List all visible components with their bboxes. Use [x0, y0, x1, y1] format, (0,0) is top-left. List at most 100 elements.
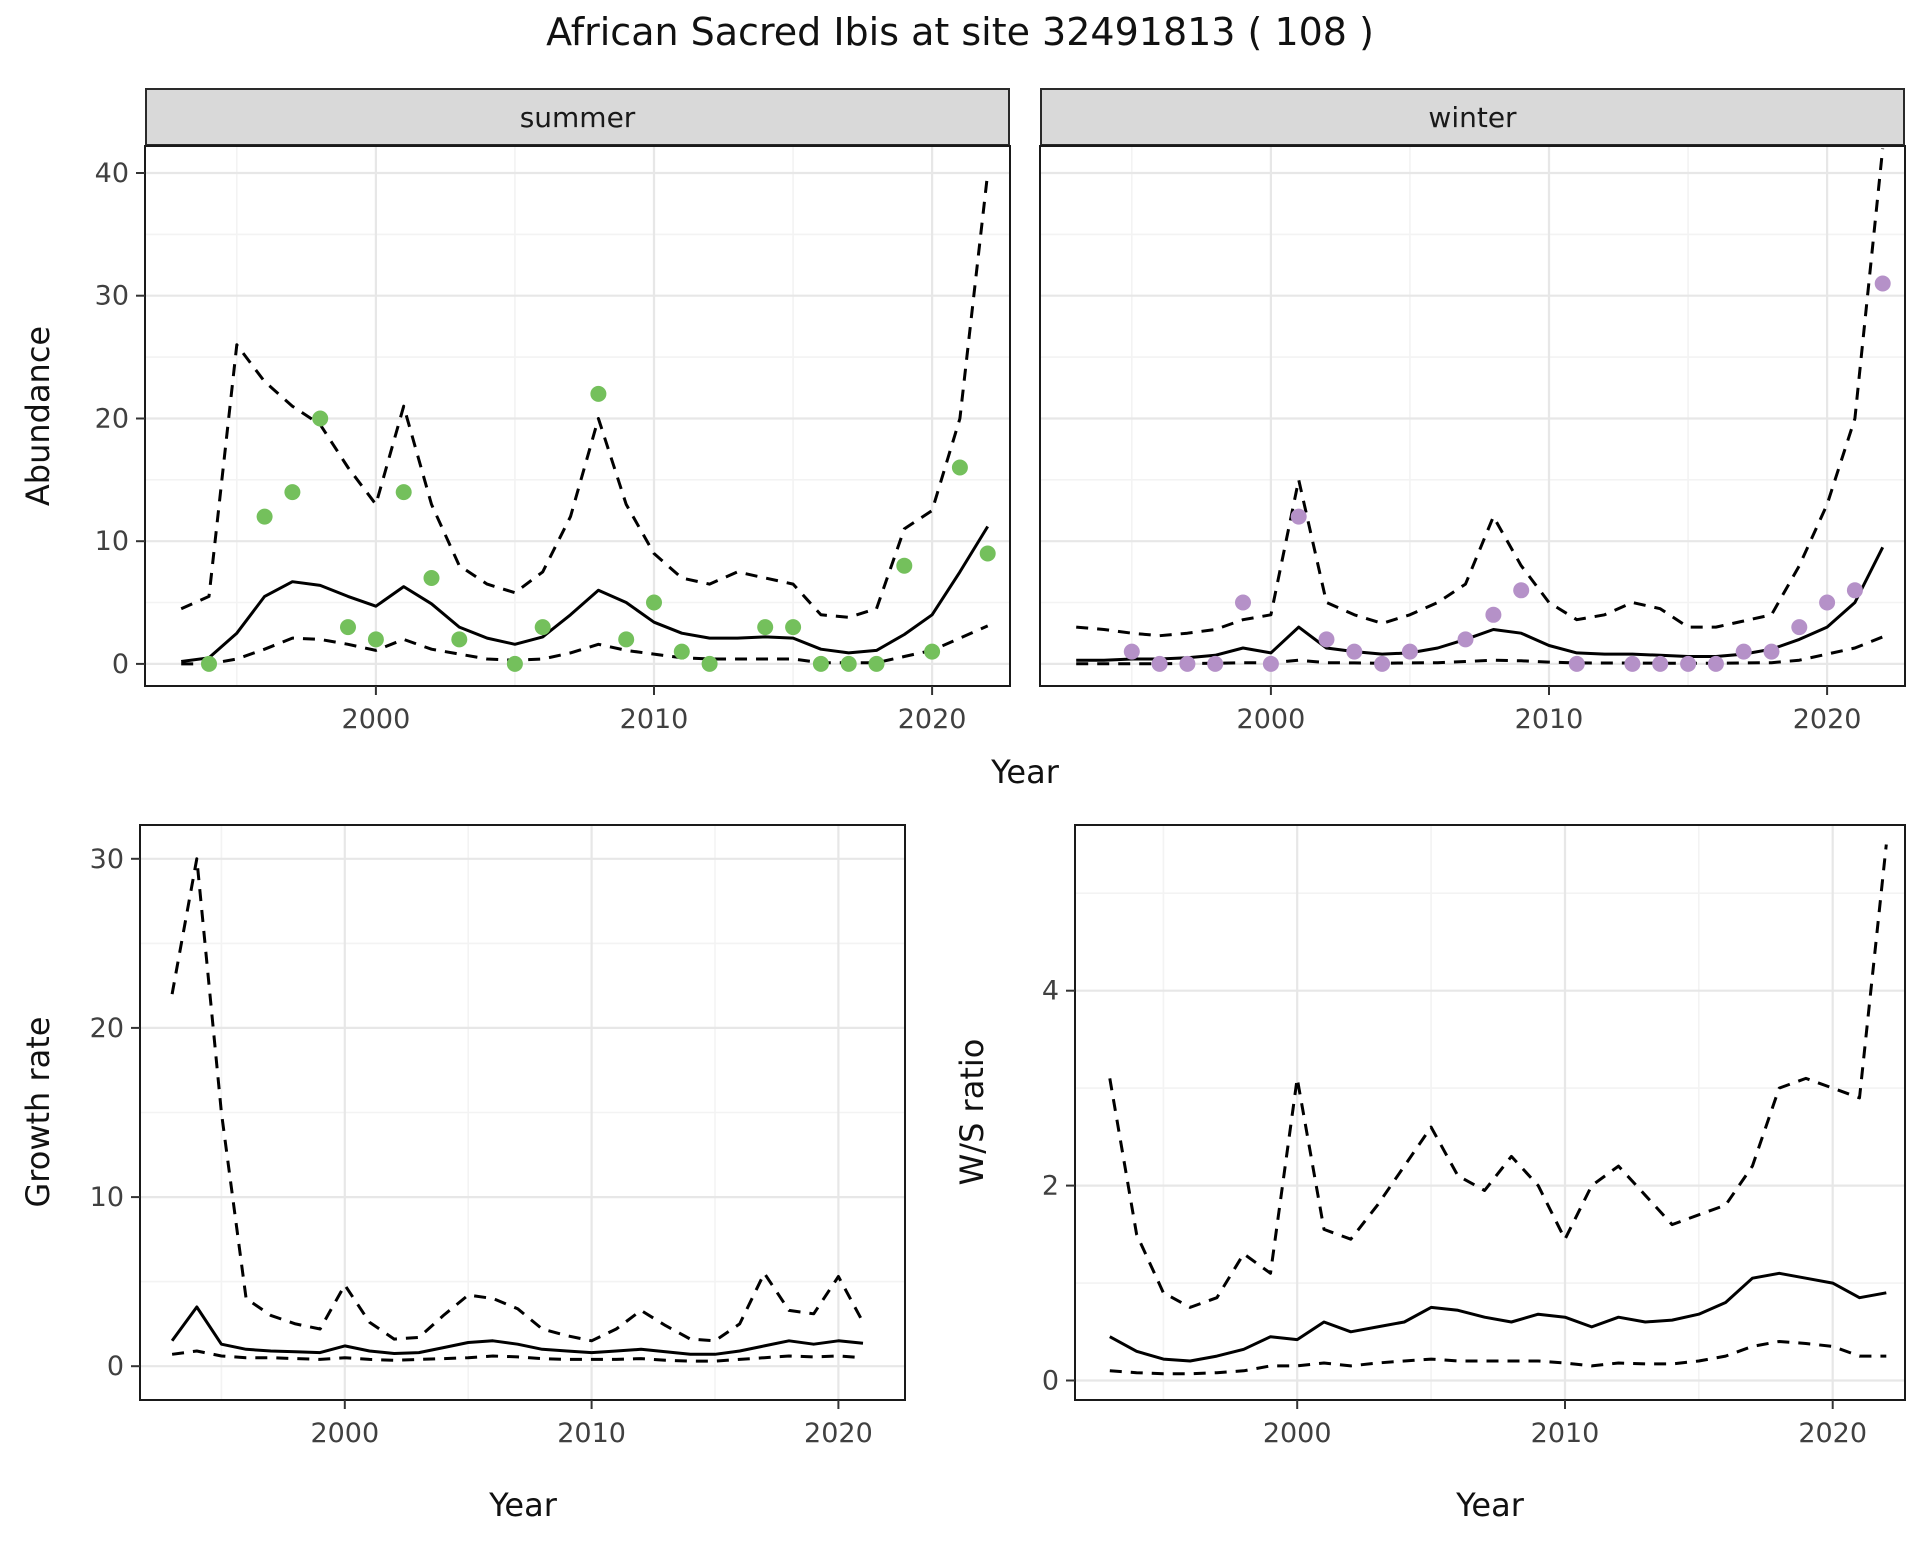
data-point-abundance_summer [951, 459, 968, 476]
data-point-abundance_winter [1624, 655, 1641, 672]
data-point-abundance_summer [757, 619, 774, 636]
data-point-abundance_summer [284, 484, 301, 501]
data-point-abundance_winter [1485, 606, 1502, 623]
data-point-abundance_winter [1791, 619, 1808, 636]
data-point-abundance_winter [1207, 655, 1224, 672]
data-point-abundance_winter [1235, 594, 1251, 611]
ws-ratio-x-axis-title: Year [1456, 1486, 1524, 1524]
x-tick-label: 2010 [557, 1418, 626, 1449]
data-point-abundance_summer [590, 385, 607, 402]
panel-background [1075, 825, 1905, 1400]
data-point-abundance_winter [1151, 655, 1168, 672]
y-tick-label: 0 [112, 649, 129, 680]
x-tick-label: 2010 [620, 704, 689, 735]
data-point-abundance_winter [1846, 582, 1863, 599]
x-tick-label: 2000 [1237, 704, 1306, 735]
panel-border [1039, 145, 1906, 687]
x-tick-label: 2000 [310, 1418, 379, 1449]
data-point-abundance_winter [1680, 655, 1697, 672]
panel-abundance_winter: 2000 2010 2020 [1039, 145, 1906, 735]
data-point-abundance_summer [840, 655, 857, 672]
panel-border [1074, 824, 1906, 1401]
x-tick-label: 2020 [1793, 704, 1862, 735]
series-lower-ws_ratio [1109, 1340, 1887, 1376]
y-tick-label: 40 [95, 158, 129, 189]
data-point-abundance_summer [618, 631, 635, 648]
data-point-abundance_summer [534, 619, 551, 636]
data-point-abundance_winter [1290, 508, 1307, 525]
x-tick-label: 2020 [898, 704, 967, 735]
data-point-abundance_summer [812, 655, 829, 672]
data-point-abundance_winter [1568, 655, 1585, 672]
data-point-abundance_winter [1707, 655, 1724, 672]
y-tick-label: 20 [95, 404, 129, 435]
data-point-abundance_summer [451, 631, 468, 648]
x-tick-label: 2000 [1263, 1418, 1332, 1449]
y-tick-label: 0 [1042, 1366, 1059, 1397]
facet-strip-summer: summer [145, 88, 1010, 146]
data-point-abundance_summer [924, 643, 941, 660]
data-point-abundance_winter [1374, 655, 1391, 672]
data-point-abundance_winter [1318, 631, 1335, 648]
panel-background [1040, 146, 1905, 686]
y-tick-label: 30 [95, 281, 129, 312]
series-upper-abundance_winter [1076, 148, 1885, 638]
abundance-x-axis-title: Year [991, 753, 1059, 791]
panel-growth_rate: 2000 2010 2020 0 10 20 30 [90, 824, 906, 1449]
data-point-abundance_winter [1401, 643, 1418, 660]
chart-title: African Sacred Ibis at site 32491813 ( 1… [546, 10, 1374, 54]
x-tick-label: 2010 [1531, 1418, 1600, 1449]
series-upper-ws_ratio [1108, 844, 1888, 1309]
data-point-abundance_summer [201, 655, 217, 672]
data-point-abundance_summer [979, 545, 996, 562]
data-point-abundance_winter [1819, 594, 1836, 611]
data-point-abundance_summer [423, 570, 440, 586]
data-point-abundance_summer [340, 619, 356, 636]
y-tick-label: 20 [90, 1013, 124, 1044]
panel-ws_ratio: 2000 2010 2020 0 2 4 [1042, 824, 1906, 1449]
data-point-abundance_summer [367, 631, 384, 648]
y-tick-label: 30 [90, 844, 124, 875]
data-point-abundance_winter [1652, 655, 1669, 672]
data-point-abundance_summer [701, 655, 718, 672]
x-tick-label: 2020 [1798, 1418, 1867, 1449]
series-fit-abundance_summer [181, 525, 989, 663]
data-point-abundance_winter [1123, 643, 1140, 660]
data-point-abundance_summer [312, 410, 329, 427]
data-point-abundance_winter [1763, 643, 1780, 660]
y-tick-label: 2 [1042, 1171, 1059, 1202]
data-point-abundance_winter [1513, 582, 1530, 599]
series-lower-growth_rate [171, 1349, 864, 1363]
data-point-abundance_summer [395, 484, 412, 501]
data-point-abundance_winter [1874, 275, 1891, 292]
panel-border [139, 824, 906, 1401]
data-point-abundance_summer [673, 643, 690, 660]
panel-abundance_summer: 2000 2010 2020 0 10 20 30 40 [95, 145, 1011, 735]
facet-strip-winter: winter [1040, 88, 1905, 146]
data-point-abundance_summer [506, 655, 523, 672]
growth-rate-x-axis-title: Year [489, 1486, 557, 1524]
series-upper-growth_rate [170, 857, 865, 1343]
x-tick-label: 2010 [1515, 704, 1584, 735]
data-point-abundance_winter [1735, 643, 1752, 660]
data-point-abundance_summer [896, 557, 913, 574]
y-tick-label: 10 [90, 1182, 124, 1213]
panel-background [145, 146, 1010, 686]
data-point-abundance_winter [1346, 643, 1363, 660]
series-fit-growth_rate [170, 1305, 864, 1356]
series-fit-ws_ratio [1109, 1271, 1887, 1363]
data-point-abundance_winter [1179, 655, 1196, 672]
x-tick-label: 2000 [342, 704, 411, 735]
data-point-abundance_winter [1457, 631, 1474, 648]
y-tick-label: 4 [1042, 976, 1059, 1007]
y-tick-label: 10 [95, 526, 129, 557]
data-point-abundance_summer [868, 655, 885, 672]
panel-border [144, 145, 1011, 687]
data-point-abundance_winter [1262, 655, 1279, 672]
data-point-abundance_summer [646, 594, 662, 611]
x-tick-label: 2020 [804, 1418, 873, 1449]
y-tick-label: 0 [107, 1351, 124, 1382]
data-point-abundance_summer [256, 508, 273, 525]
data-point-abundance_summer [785, 619, 802, 636]
